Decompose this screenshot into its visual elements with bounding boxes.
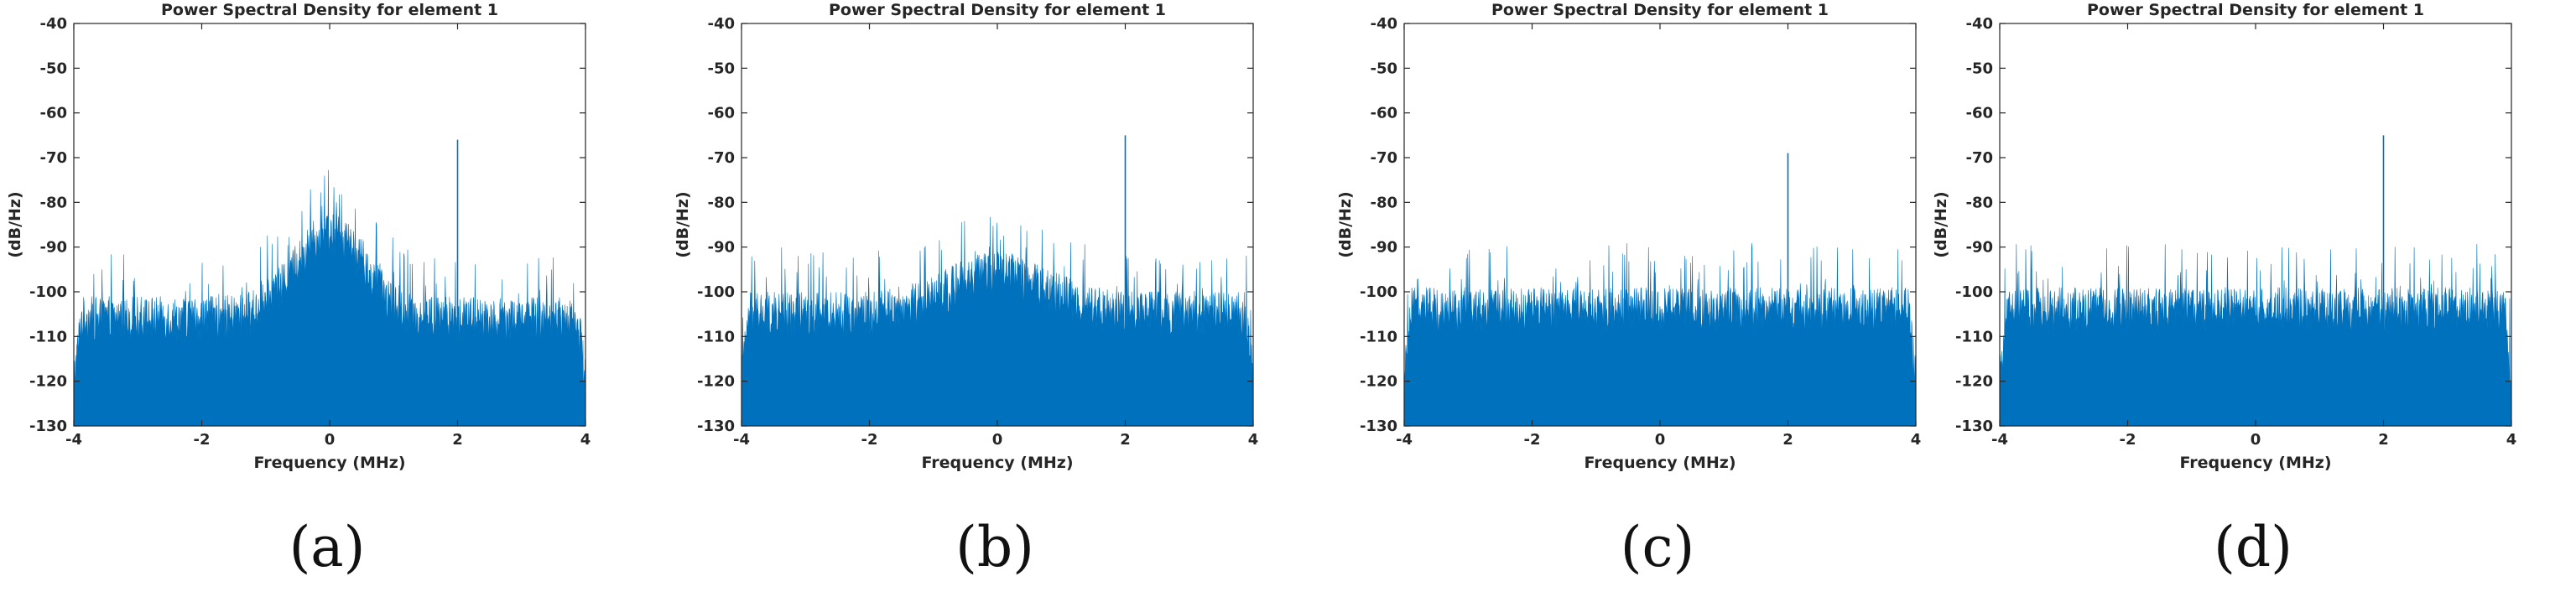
y-tick-label: -90 xyxy=(707,239,735,257)
x-tick-label: 2 xyxy=(2378,431,2389,449)
x-tick-label: 4 xyxy=(1911,431,1922,449)
chart-title: Power Spectral Density for element 1 xyxy=(2087,1,2424,19)
x-tick-label: 0 xyxy=(1655,431,1666,449)
y-tick-label: -130 xyxy=(697,418,735,435)
chart-panel-d: -40 -50 -60 -70 -80 -90 -100 -110 -120 -130 -4 -2 0 2… xyxy=(1926,0,2563,597)
x-tick-label: -4 xyxy=(1396,431,1413,449)
chart-panel-a: -40 -50 -60 -70 -80 -90 -100 -110 -120 -130 -4 -2 0 2… xyxy=(0,0,637,597)
psd-chart-b: -40 -50 -60 -70 -80 -90 -100 -110 -120 -130-4 -2 0 2… xyxy=(674,1,1259,472)
y-tick-label: -90 xyxy=(39,239,67,257)
y-tick-label: -120 xyxy=(1360,373,1397,391)
subfigure-label-a: (a) xyxy=(289,515,366,579)
psd-chart-a: -40 -50 -60 -70 -80 -90 -100 -110 -120 -130-4 -2 0 2… xyxy=(6,1,591,472)
x-tick-label: 0 xyxy=(2251,431,2261,449)
y-axis-label: (dB/Hz) xyxy=(6,191,24,257)
y-tick-label: -40 xyxy=(1965,15,1993,33)
y-tick-label: -80 xyxy=(1965,194,1993,211)
x-tick-label: -2 xyxy=(861,431,878,449)
x-tick-label: 4 xyxy=(2506,431,2517,449)
y-tick-label: -100 xyxy=(29,283,67,301)
y-tick-label: -60 xyxy=(1370,105,1397,122)
x-tick-label: 4 xyxy=(1248,431,1259,449)
psd-series-area xyxy=(1999,244,2512,427)
y-tick-label: -100 xyxy=(1360,283,1397,301)
y-axis-label: (dB/Hz) xyxy=(674,191,692,257)
y-tick-label: -110 xyxy=(1955,328,1993,345)
y-tick-label: -50 xyxy=(1370,60,1397,77)
y-tick-label: -130 xyxy=(1360,418,1397,435)
y-tick-label: -90 xyxy=(1370,239,1397,257)
x-tick-label: -2 xyxy=(1524,431,1541,449)
y-tick-label: -100 xyxy=(1955,283,1993,301)
y-tick-label: -130 xyxy=(1955,418,1993,435)
x-tick-label: -4 xyxy=(1991,431,2008,449)
chart-panel-c: -40 -50 -60 -70 -80 -90 -100 -110 -120 -130 -4 -2 0 2… xyxy=(1330,0,1968,597)
x-tick-label: -4 xyxy=(65,431,82,449)
x-axis-label: Frequency (MHz) xyxy=(2179,454,2331,472)
x-tick-label: -2 xyxy=(194,431,211,449)
y-tick-label: -40 xyxy=(707,15,735,33)
x-tick-label: -2 xyxy=(2120,431,2136,449)
y-tick-label: -110 xyxy=(1360,328,1397,345)
y-tick-label: -60 xyxy=(1965,105,1993,122)
subfigure-label-c: (c) xyxy=(1620,515,1695,579)
x-tick-label: 0 xyxy=(325,431,336,449)
y-tick-label: -120 xyxy=(29,373,67,391)
y-tick-label: -80 xyxy=(1370,194,1397,211)
x-tick-label: 2 xyxy=(1782,431,1793,449)
x-axis-label: Frequency (MHz) xyxy=(253,454,405,472)
y-tick-label: -100 xyxy=(697,283,735,301)
psd-series-area xyxy=(73,169,586,427)
y-tick-label: -70 xyxy=(707,149,735,167)
chart-title: Power Spectral Density for element 1 xyxy=(161,1,498,19)
y-tick-label: -70 xyxy=(1370,149,1397,167)
psd-chart-d: -40 -50 -60 -70 -80 -90 -100 -110 -120 -130-4 -2 0 2… xyxy=(1932,1,2517,472)
y-tick-label: -50 xyxy=(1965,60,1993,77)
y-tick-label: -40 xyxy=(1370,15,1397,33)
x-axis-label: Frequency (MHz) xyxy=(1584,454,1736,472)
psd-series-area xyxy=(741,216,1254,427)
chart-panel-b: -40 -50 -60 -70 -80 -90 -100 -110 -120 -130 -4 -2 0 2… xyxy=(668,0,1305,597)
x-tick-label: -4 xyxy=(733,431,750,449)
chart-title: Power Spectral Density for element 1 xyxy=(829,1,1166,19)
y-axis-label: (dB/Hz) xyxy=(1336,191,1355,257)
y-tick-label: -80 xyxy=(39,194,67,211)
chart-title: Power Spectral Density for element 1 xyxy=(1491,1,1829,19)
y-tick-label: -110 xyxy=(29,328,67,345)
y-tick-label: -60 xyxy=(707,105,735,122)
y-tick-label: -70 xyxy=(1965,149,1993,167)
y-tick-label: -130 xyxy=(29,418,67,435)
subfigure-label-d: (d) xyxy=(2214,515,2292,579)
y-tick-label: -120 xyxy=(697,373,735,391)
y-tick-label: -80 xyxy=(707,194,735,211)
y-tick-label: -90 xyxy=(1965,239,1993,257)
y-tick-label: -120 xyxy=(1955,373,1993,391)
y-tick-label: -110 xyxy=(697,328,735,345)
y-tick-label: -70 xyxy=(39,149,67,167)
y-tick-label: -60 xyxy=(39,105,67,122)
x-tick-label: 2 xyxy=(452,431,463,449)
y-tick-label: -50 xyxy=(39,60,67,77)
x-tick-label: 0 xyxy=(992,431,1003,449)
x-tick-label: 4 xyxy=(580,431,591,449)
y-tick-label: -50 xyxy=(707,60,735,77)
y-axis-label: (dB/Hz) xyxy=(1932,191,1950,257)
psd-chart-c: -40 -50 -60 -70 -80 -90 -100 -110 -120 -130-4 -2 0 2… xyxy=(1336,1,1922,472)
subfigure-label-b: (b) xyxy=(955,515,1034,579)
psd-series-area xyxy=(1403,242,1917,427)
x-tick-label: 2 xyxy=(1120,431,1131,449)
x-axis-label: Frequency (MHz) xyxy=(921,454,1073,472)
y-tick-label: -40 xyxy=(39,15,67,33)
